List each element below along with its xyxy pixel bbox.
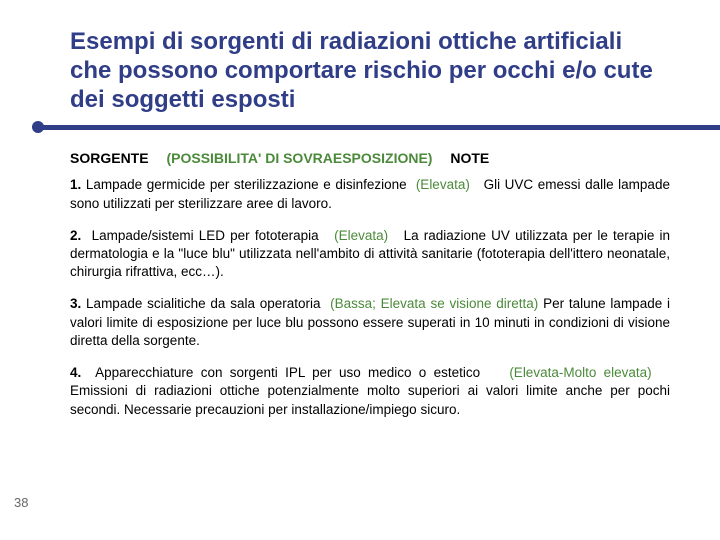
- item-level: (Elevata): [334, 228, 388, 243]
- item-level: (Elevata): [416, 177, 470, 192]
- item-lead: Lampade germicide per sterilizzazione e …: [86, 177, 407, 192]
- item-lead: Lampade/sistemi LED per fototerapia: [92, 228, 319, 243]
- header-possibilita: (POSSIBILITA' DI SOVRAESPOSIZIONE): [166, 150, 432, 166]
- item-level: (Elevata-Molto elevata): [509, 365, 651, 380]
- list-item: 3. Lampade scialitiche da sala operatori…: [70, 295, 670, 350]
- divider-bar: [0, 120, 720, 136]
- column-header: SORGENTE (POSSIBILITA' DI SOVRAESPOSIZIO…: [70, 150, 670, 166]
- page-number: 38: [14, 495, 28, 510]
- header-note: NOTE: [450, 150, 489, 166]
- item-list: 1. Lampade germicide per sterilizzazione…: [70, 176, 670, 418]
- divider-line: [42, 125, 720, 130]
- item-lead: Lampade scialitiche da sala operatoria: [86, 296, 321, 311]
- slide-title: Esempi di sorgenti di radiazioni ottiche…: [70, 28, 670, 114]
- list-item: 1. Lampade germicide per sterilizzazione…: [70, 176, 670, 212]
- item-number: 3.: [70, 296, 81, 311]
- list-item: 4. Apparecchiature con sorgenti IPL per …: [70, 364, 670, 419]
- item-number: 1.: [70, 177, 81, 192]
- item-number: 2.: [70, 228, 81, 243]
- header-sorgente: SORGENTE: [70, 150, 149, 166]
- item-number: 4.: [70, 365, 81, 380]
- item-level: (Bassa; Elevata se visione diretta): [330, 296, 538, 311]
- list-item: 2. Lampade/sistemi LED per fototerapia (…: [70, 227, 670, 282]
- item-note: Emissioni di radiazioni ottiche potenzia…: [70, 383, 670, 416]
- item-lead: Apparecchiature con sorgenti IPL per uso…: [95, 365, 480, 380]
